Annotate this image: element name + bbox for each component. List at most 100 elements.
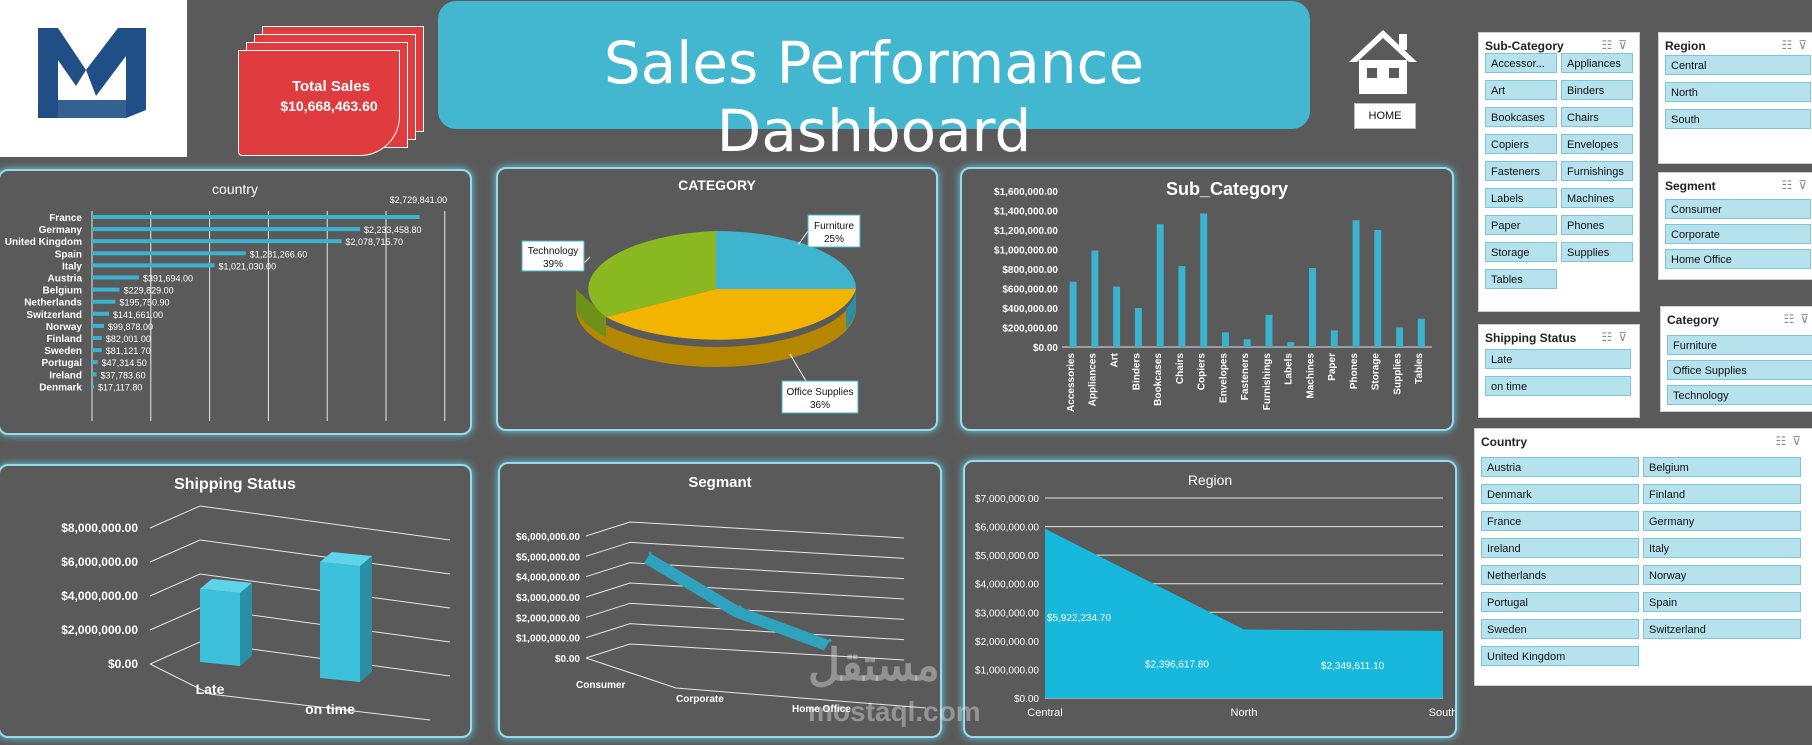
country-bar-germany <box>92 227 361 232</box>
country-value-denmark: $17,117.80 <box>98 382 142 392</box>
slicer-item-austria[interactable]: Austria <box>1481 457 1639 477</box>
country-label-france: France <box>49 213 82 224</box>
slicer-item-storage[interactable]: Storage <box>1485 242 1557 262</box>
slicer-item-corporate[interactable]: Corporate <box>1665 224 1811 244</box>
slicer-item-office-supplies[interactable]: Office Supplies <box>1667 360 1812 380</box>
total-sales-value: $10,668,463.60 <box>280 98 378 114</box>
country-bar-portugal <box>92 360 98 365</box>
slicer-item-tables[interactable]: Tables <box>1485 269 1557 289</box>
region-ytick: $6,000,000.00 <box>975 523 1039 534</box>
shipping-chart-panel: Shipping Status $0.00 $2,000,000.00 $4,000… <box>0 464 472 738</box>
slicer-item-labels[interactable]: Labels <box>1485 188 1557 208</box>
slicer-item-ireland[interactable]: Ireland <box>1481 538 1639 558</box>
slicer-item-binders[interactable]: Binders <box>1561 80 1633 100</box>
multi-select-icon[interactable]: ☷ <box>1775 434 1793 448</box>
slicer-item-furniture[interactable]: Furniture <box>1667 335 1812 355</box>
slicer-item-france[interactable]: France <box>1481 511 1639 531</box>
slicer-item-central[interactable]: Central <box>1665 55 1811 75</box>
slicer-item-appliances[interactable]: Appliances <box>1561 53 1633 73</box>
slicer-item-copiers[interactable]: Copiers <box>1485 134 1557 154</box>
slicer-item-home-office[interactable]: Home Office <box>1665 249 1811 269</box>
region-chart-panel: Region $0.00 $1,000,000.00 $2,000,000.00 $3… <box>963 460 1457 738</box>
segment-ytick: $6,000,000.00 <box>516 532 580 543</box>
segment-xtick-consumer: Consumer <box>576 680 626 691</box>
country-label-finland: Finland <box>46 334 82 345</box>
total-sales-label: Total Sales <box>291 78 371 95</box>
slicer-item-germany[interactable]: Germany <box>1643 511 1801 531</box>
segment-point-consumer <box>648 551 652 555</box>
country-label-norway: Norway <box>46 322 83 333</box>
country-label-netherlands: Netherlands <box>24 298 82 309</box>
shipping-bar-top-late <box>200 578 252 593</box>
country-value-germany: $2,233,458.80 <box>364 225 422 235</box>
country-slicer-title: Country <box>1481 435 1527 449</box>
watermark-arabic: مستقل <box>808 641 940 690</box>
shipping-gridline <box>149 641 451 677</box>
slicer-item-portugal[interactable]: Portugal <box>1481 592 1639 612</box>
multi-select-icon[interactable]: ☷ <box>1601 38 1619 52</box>
slicer-item-furnishings[interactable]: Furnishings <box>1561 161 1633 181</box>
shipping-slicer-title: Shipping Status <box>1485 331 1577 345</box>
slicer-item-norway[interactable]: Norway <box>1643 565 1801 585</box>
pie-label-technology-pct: 39% <box>543 259 563 270</box>
country-bar-italy <box>92 263 215 268</box>
subcat-xtick-binders: Binders <box>1131 353 1142 391</box>
slicer-item-late[interactable]: Late <box>1485 349 1631 369</box>
pie-label-office-supplies-name: Office Supplies <box>786 387 853 398</box>
slicer-item-belgium[interactable]: Belgium <box>1643 457 1801 477</box>
clear-filter-icon[interactable]: ⊽ <box>1792 434 1807 448</box>
slicer-item-bookcases[interactable]: Bookcases <box>1485 107 1557 127</box>
slicer-item-chairs[interactable]: Chairs <box>1561 107 1633 127</box>
subcat-bar-chairs <box>1178 266 1186 347</box>
shipping-bar-late <box>200 588 240 666</box>
slicer-item-on-time[interactable]: on time <box>1485 376 1631 396</box>
segment-chart-panel: Segmant $0.00 $1,000,000.00 $2,000,000.00 $… <box>498 462 942 738</box>
clear-filter-icon[interactable]: ⊽ <box>1798 178 1812 192</box>
subcat-ytick: $200,000.00 <box>1002 324 1058 335</box>
region-value-central: $5,922,234.70 <box>1047 613 1111 624</box>
subcat-bar-fasteners <box>1243 339 1251 347</box>
country-bar-sweden <box>92 348 102 353</box>
clear-filter-icon[interactable]: ⊽ <box>1618 38 1633 52</box>
multi-select-icon[interactable]: ☷ <box>1781 178 1799 192</box>
home-button[interactable]: HOME <box>1354 103 1416 129</box>
slicer-item-finland[interactable]: Finland <box>1643 484 1801 504</box>
country-bar-austria <box>92 275 140 280</box>
region-slicer: Region ☷⊽ Central North South <box>1658 32 1812 164</box>
slicer-item-art[interactable]: Art <box>1485 80 1557 100</box>
slicer-item-supplies[interactable]: Supplies <box>1561 242 1633 262</box>
subcategory-chart-title: Sub_Category <box>1165 179 1289 199</box>
segment-line-ribbon <box>644 553 830 651</box>
subcat-bar-supplies <box>1396 327 1404 347</box>
home-icon[interactable] <box>1345 28 1421 96</box>
slicer-item-fasteners[interactable]: Fasteners <box>1485 161 1557 181</box>
clear-filter-icon[interactable]: ⊽ <box>1798 38 1812 52</box>
clear-filter-icon[interactable]: ⊽ <box>1800 312 1812 326</box>
pie-slice-office-supplies <box>606 289 856 340</box>
slicer-item-denmark[interactable]: Denmark <box>1481 484 1639 504</box>
slicer-item-south[interactable]: South <box>1665 109 1811 129</box>
country-label-united-kingdom: United Kingdom <box>5 237 82 248</box>
multi-select-icon[interactable]: ☷ <box>1783 312 1801 326</box>
slicer-item-envelopes[interactable]: Envelopes <box>1561 134 1633 154</box>
slicer-item-consumer[interactable]: Consumer <box>1665 199 1811 219</box>
slicer-item-sweden[interactable]: Sweden <box>1481 619 1639 639</box>
region-xtick-central: Central <box>1027 707 1062 719</box>
slicer-item-accessor[interactable]: Accessor... <box>1485 53 1557 73</box>
country-label-ireland: Ireland <box>49 370 82 381</box>
slicer-item-netherlands[interactable]: Netherlands <box>1481 565 1639 585</box>
slicer-item-phones[interactable]: Phones <box>1561 215 1633 235</box>
multi-select-icon[interactable]: ☷ <box>1601 330 1619 344</box>
clear-filter-icon[interactable]: ⊽ <box>1618 330 1633 344</box>
slicer-item-technology[interactable]: Technology <box>1667 385 1812 405</box>
slicer-item-spain[interactable]: Spain <box>1643 592 1801 612</box>
pie-side-technology <box>576 289 606 337</box>
slicer-item-paper[interactable]: Paper <box>1485 215 1557 235</box>
slicer-item-united-kingdom[interactable]: United Kingdom <box>1481 646 1639 666</box>
slicer-item-switzerland[interactable]: Switzerland <box>1643 619 1801 639</box>
country-value-italy: $1,021,030.00 <box>219 261 277 271</box>
slicer-item-north[interactable]: North <box>1665 82 1811 102</box>
slicer-item-italy[interactable]: Italy <box>1643 538 1801 558</box>
slicer-item-machines[interactable]: Machines <box>1561 188 1633 208</box>
multi-select-icon[interactable]: ☷ <box>1781 38 1799 52</box>
